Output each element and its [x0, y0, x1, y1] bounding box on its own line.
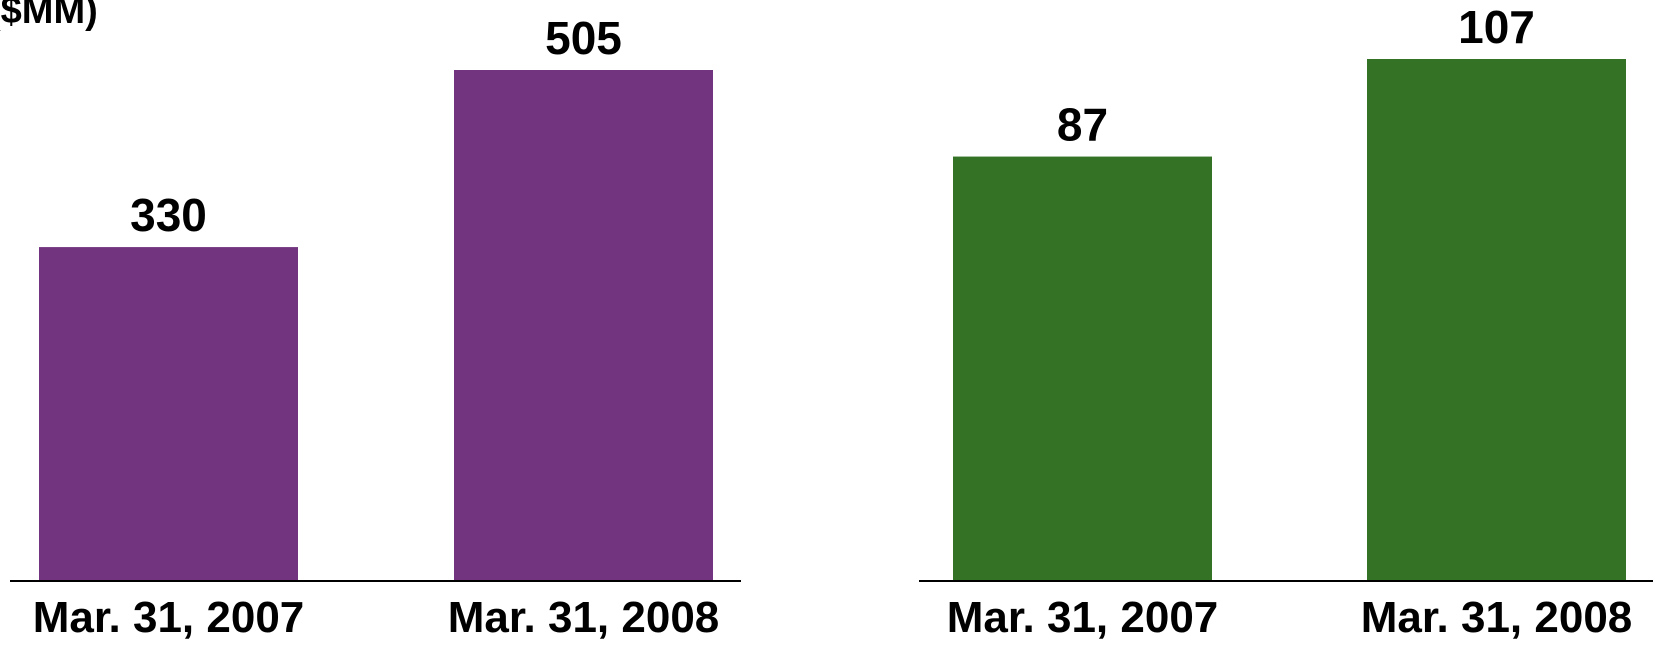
- category-label-1-2: Mar. 31, 2008: [448, 593, 720, 642]
- bar-2-2: [1367, 59, 1626, 581]
- bar-2-1: [953, 156, 1212, 581]
- unit-label: ($MM): [0, 0, 98, 32]
- data-label-2-2: 107: [1458, 1, 1535, 53]
- category-label-1-1: Mar. 31, 2007: [33, 593, 305, 642]
- category-label-2-1: Mar. 31, 2007: [947, 593, 1219, 642]
- data-label-1-2: 505: [545, 12, 622, 64]
- bar-1-2: [454, 70, 713, 581]
- data-label-2-1: 87: [1057, 99, 1108, 151]
- data-label-1-1: 330: [130, 189, 207, 241]
- category-label-2-2: Mar. 31, 2008: [1361, 593, 1633, 642]
- bar-1-1: [39, 247, 298, 581]
